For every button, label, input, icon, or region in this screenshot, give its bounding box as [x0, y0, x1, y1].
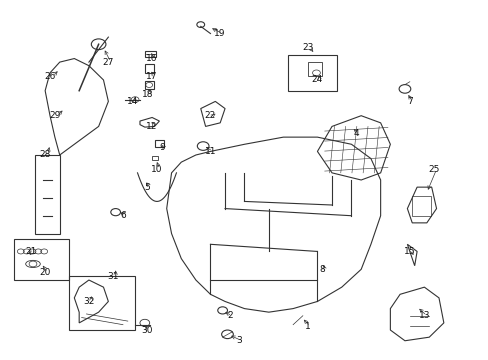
Text: 27: 27 — [102, 58, 114, 67]
Text: 18: 18 — [141, 90, 153, 99]
Bar — [144, 64, 153, 73]
Text: 5: 5 — [144, 183, 150, 192]
Text: 2: 2 — [226, 311, 232, 320]
Text: 7: 7 — [406, 97, 412, 106]
Text: 19: 19 — [214, 29, 225, 38]
Bar — [411, 196, 430, 216]
Bar — [144, 81, 153, 89]
Bar — [144, 51, 155, 57]
Text: 22: 22 — [204, 111, 216, 120]
Text: 23: 23 — [302, 43, 313, 52]
Bar — [287, 55, 336, 91]
Text: 12: 12 — [146, 122, 158, 131]
Text: 26: 26 — [44, 72, 56, 81]
Text: 30: 30 — [141, 325, 153, 334]
Text: 4: 4 — [353, 129, 358, 138]
Bar — [307, 62, 322, 76]
Text: 14: 14 — [127, 97, 138, 106]
Text: 25: 25 — [427, 165, 439, 174]
Text: 28: 28 — [40, 150, 51, 159]
Bar — [14, 239, 69, 280]
Text: 11: 11 — [204, 147, 216, 156]
Text: 24: 24 — [311, 76, 323, 85]
Text: 29: 29 — [49, 111, 61, 120]
Text: 9: 9 — [159, 143, 164, 152]
Text: 13: 13 — [418, 311, 429, 320]
Bar — [154, 140, 164, 147]
Text: 3: 3 — [236, 336, 242, 345]
Text: 10: 10 — [151, 165, 163, 174]
Bar — [69, 276, 135, 330]
Text: 1: 1 — [304, 322, 310, 331]
Text: 21: 21 — [25, 247, 36, 256]
Text: 32: 32 — [83, 297, 94, 306]
Text: 8: 8 — [319, 265, 325, 274]
Text: 31: 31 — [107, 272, 119, 281]
Text: 15: 15 — [403, 247, 415, 256]
Text: 6: 6 — [120, 211, 125, 220]
Text: 20: 20 — [40, 268, 51, 277]
Bar — [152, 156, 158, 160]
Text: 16: 16 — [146, 54, 158, 63]
Text: 17: 17 — [146, 72, 158, 81]
